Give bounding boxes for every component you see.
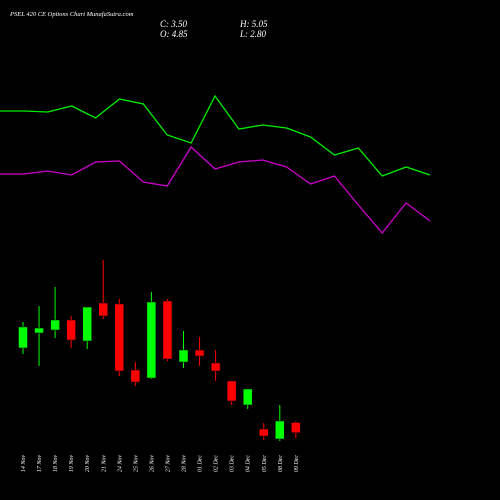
ohlc-label: O: 4.85 <box>160 29 188 39</box>
candle-body <box>98 302 108 317</box>
x-tick-label: 19 Nov <box>69 455 75 473</box>
ohlc-label: C: 3.50 <box>160 19 188 29</box>
candle-body <box>291 422 301 433</box>
x-tick-label: 18 Nov <box>53 455 59 473</box>
x-tick-label: 17 Nov <box>37 455 43 473</box>
candle-body <box>275 420 285 440</box>
candle-body <box>178 349 189 363</box>
x-tick-label: 03 Dec <box>230 455 236 472</box>
x-tick-label: 28 Nov <box>182 455 188 473</box>
x-tick-label: 27 Nov <box>165 455 171 473</box>
x-tick-label: 24 Nov <box>116 455 123 473</box>
x-tick-label: 14 Nov <box>20 455 27 473</box>
line-series <box>0 94 431 177</box>
candle-body <box>210 362 221 372</box>
x-tick-label: 01 Dec <box>198 455 204 472</box>
x-tick-label: 05 Dec <box>262 455 268 472</box>
candle-body <box>194 349 205 357</box>
x-tick-label: 04 Dec <box>245 455 252 472</box>
x-tick-label: 20 Nov <box>85 455 91 473</box>
x-tick-label: 02 Dec <box>214 455 220 472</box>
x-tick-label: 25 Nov <box>133 455 139 473</box>
line-series <box>0 145 431 235</box>
candle-body <box>242 388 253 406</box>
candle-body <box>114 303 125 372</box>
ohlc-label: H: 5.05 <box>239 19 268 29</box>
candle-body <box>50 319 60 331</box>
candle-body <box>34 327 44 334</box>
chart-title: PSEL 420 CE Options Chart MunafaSutra.co… <box>9 11 134 18</box>
candle-body <box>162 300 173 360</box>
ohlc-label: L: 2.80 <box>239 29 267 39</box>
x-tick-label: 08 Dec <box>278 455 284 472</box>
candle-body <box>130 369 141 383</box>
candle-body <box>226 380 237 402</box>
x-tick-label: 21 Nov <box>101 455 107 473</box>
candle-body <box>66 319 76 341</box>
candle-body <box>82 306 92 342</box>
x-tick-label: 26 Nov <box>149 455 155 473</box>
x-tick-label: 09 Dec <box>294 455 300 472</box>
candle-body <box>18 326 28 349</box>
candle-body <box>259 428 269 437</box>
candle-body <box>146 301 157 379</box>
